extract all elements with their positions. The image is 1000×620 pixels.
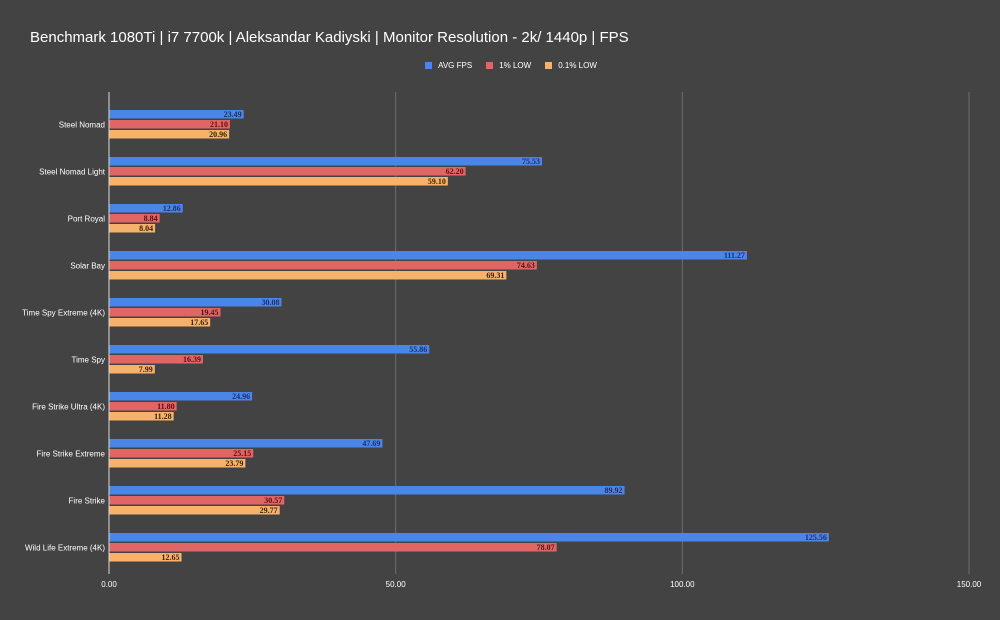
data-label: 30.57 (264, 496, 282, 505)
data-label: 11.28 (154, 412, 172, 421)
bar (109, 506, 280, 515)
bar (109, 308, 221, 317)
data-label: 24.96 (232, 392, 250, 401)
bar (109, 355, 203, 364)
data-label: 8.84 (144, 214, 158, 223)
bar (109, 412, 174, 421)
bar (109, 261, 537, 270)
bar (109, 365, 155, 374)
data-label: 89.92 (605, 486, 623, 495)
data-label: 25.15 (233, 449, 251, 458)
legend-swatch-01pct-low (545, 62, 553, 69)
data-label: 7.99 (139, 365, 153, 374)
category-label: Solar Bay (70, 261, 105, 270)
data-label: 69.31 (486, 271, 504, 280)
bar (109, 130, 230, 139)
legend-item-1pct-low[interactable]: 1% LOW (486, 61, 531, 70)
data-label: 19.45 (201, 308, 219, 317)
category-label: Time Spy (72, 355, 106, 364)
bar (109, 439, 383, 448)
data-label: 16.39 (183, 355, 201, 364)
x-tick-label: 0.00 (101, 580, 117, 589)
bar (109, 402, 177, 411)
category-label: Steel Nomad (59, 120, 105, 129)
data-label: 74.63 (517, 261, 535, 270)
legend-item-01pct-low[interactable]: 0.1% LOW (545, 61, 597, 70)
legend-label-avg-fps: AVG FPS (438, 61, 473, 70)
data-label: 11.80 (157, 402, 175, 411)
category-label: Steel Nomad Light (39, 167, 106, 176)
bar (109, 214, 160, 223)
data-label: 30.08 (261, 298, 279, 307)
legend-label-1pct-low: 1% LOW (499, 61, 532, 70)
data-label: 20.96 (209, 130, 227, 139)
bar (109, 553, 182, 562)
category-label: Fire Strike Extreme (37, 449, 106, 458)
legend-item-avg-fps[interactable]: AVG FPS (425, 61, 472, 70)
bar (109, 318, 211, 327)
bar (109, 543, 557, 552)
bar (109, 533, 829, 542)
bar (109, 167, 466, 176)
bar (109, 486, 625, 495)
data-label: 12.86 (163, 204, 181, 213)
legend-label-01pct-low: 0.1% LOW (558, 61, 597, 70)
category-label: Port Royal (68, 214, 106, 223)
chart-title: Benchmark 1080Ti | i7 7700k | Aleksandar… (30, 29, 629, 46)
data-label: 23.79 (225, 459, 243, 468)
category-label: Fire Strike (69, 496, 106, 505)
x-tick-label: 100.00 (670, 580, 695, 589)
data-label: 75.53 (522, 157, 540, 166)
data-label: 78.07 (537, 543, 555, 552)
bar (109, 120, 230, 129)
data-label: 21.10 (210, 120, 228, 129)
bar (109, 224, 156, 233)
data-label: 62.20 (446, 167, 464, 176)
bar (109, 392, 253, 401)
legend: AVG FPS 1% LOW 0.1% LOW (0, 61, 1000, 70)
bar (109, 449, 254, 458)
bar (109, 298, 282, 307)
bar (109, 204, 183, 213)
data-label: 59.10 (428, 177, 446, 186)
bar (109, 251, 747, 260)
bar (109, 496, 285, 505)
bar (109, 345, 430, 354)
data-label: 8.04 (139, 224, 153, 233)
x-tick-label: 50.00 (386, 580, 407, 589)
data-label: 125.56 (805, 533, 827, 542)
category-label: Fire Strike Ultra (4K) (32, 402, 105, 411)
bar (109, 459, 246, 468)
data-label: 29.77 (260, 506, 278, 515)
data-label: 111.27 (724, 251, 745, 260)
category-label: Wild Life Extreme (4K) (25, 543, 105, 552)
data-label: 17.65 (190, 318, 208, 327)
data-label: 23.49 (224, 110, 242, 119)
data-label: 55.86 (409, 345, 427, 354)
bar (109, 177, 448, 186)
bar (109, 110, 244, 119)
data-label: 47.69 (362, 439, 380, 448)
legend-swatch-1pct-low (486, 62, 494, 69)
legend-swatch-avg-fps (425, 62, 433, 69)
bar (109, 271, 507, 280)
data-label: 12.65 (162, 553, 180, 562)
category-label: Time Spy Extreme (4K) (22, 308, 105, 317)
x-tick-label: 150.00 (957, 580, 982, 589)
bar (109, 157, 543, 166)
